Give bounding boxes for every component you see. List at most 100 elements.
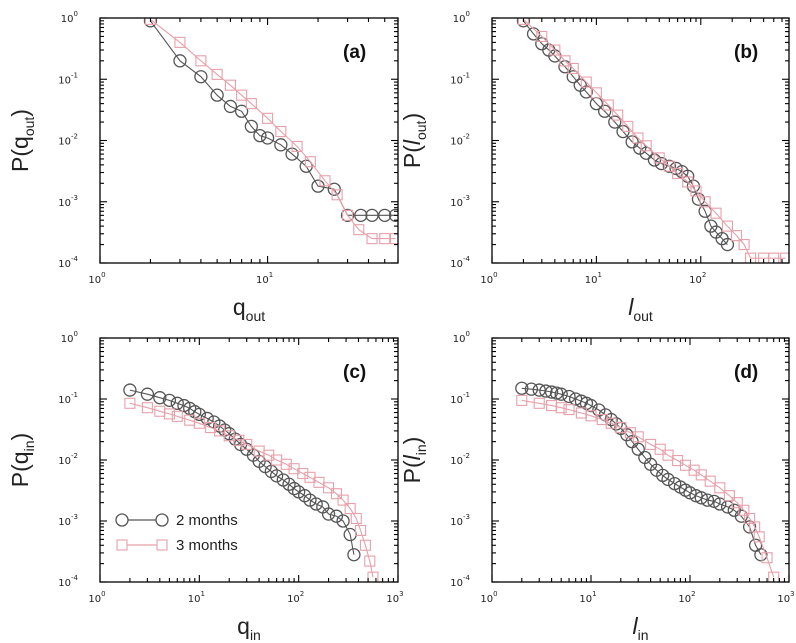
data-point: [244, 119, 258, 134]
legend-marker: [116, 539, 128, 551]
data-point: [330, 488, 342, 500]
data-point: [517, 18, 529, 25]
x-axis-title: qout: [233, 294, 265, 324]
data-point: [241, 438, 253, 450]
data-point: [224, 79, 236, 91]
data-point: [329, 509, 344, 523]
data-point: [563, 404, 575, 416]
data-point: [653, 152, 665, 164]
x-tick-label: 102: [689, 271, 706, 286]
series-3-months: [516, 394, 780, 582]
data-point: [663, 160, 675, 172]
data-point: [170, 396, 184, 410]
data-point: [223, 99, 238, 114]
y-axis-title: P(lin): [399, 437, 429, 484]
data-point: [123, 383, 137, 397]
data-point: [720, 237, 735, 252]
series-line: [522, 20, 728, 245]
data-point: [309, 497, 323, 511]
data-point: [631, 442, 645, 456]
data-point: [592, 403, 606, 417]
data-point: [355, 524, 367, 536]
legend-label: 2 months: [176, 512, 238, 529]
data-point: [388, 208, 398, 222]
y-tick-label: 10-1: [58, 391, 78, 406]
data-point: [378, 208, 392, 222]
legend-label: 3 months: [176, 537, 238, 554]
data-point: [516, 394, 528, 406]
data-point: [738, 239, 750, 251]
data-point: [559, 55, 571, 67]
data-point: [533, 397, 545, 409]
data-point: [163, 408, 175, 420]
data-point: [768, 571, 780, 582]
data-point: [366, 233, 378, 245]
data-point: [754, 548, 768, 562]
y-axis-title: P(qin): [7, 433, 37, 487]
data-point: [710, 207, 722, 219]
data-point: [515, 381, 529, 395]
data-point: [554, 387, 568, 401]
data-point: [260, 131, 275, 145]
data-point: [721, 220, 733, 232]
data-point: [343, 527, 357, 542]
x-tick-label: 101: [579, 590, 596, 605]
data-point: [233, 434, 245, 446]
data-point: [624, 427, 636, 439]
data-point: [354, 208, 368, 222]
data-point: [584, 398, 598, 413]
data-point: [604, 412, 618, 427]
data-point: [174, 36, 186, 48]
data-point: [694, 491, 708, 505]
x-tick-label: 101: [188, 590, 205, 605]
data-point: [321, 507, 336, 521]
data-point: [365, 208, 379, 222]
series-3-months: [517, 18, 789, 263]
data-point: [761, 552, 773, 564]
series-2-months: [143, 18, 398, 222]
data-point: [280, 458, 292, 470]
data-point: [532, 383, 546, 397]
series-2-months: [123, 383, 361, 562]
y-tick-label: 10-1: [450, 391, 470, 406]
panel-label: (c): [343, 362, 366, 383]
data-point: [192, 407, 206, 422]
panel-d: 100 101 102 103 10-4 10-3 10-2 10-1 100 (d) lin P(l…: [399, 330, 795, 643]
data-point: [262, 112, 274, 124]
data-point: [367, 571, 379, 582]
y-tick-label: 10-1: [450, 71, 470, 86]
x-axis-title: lout: [628, 294, 653, 324]
y-tick-label: 10-4: [450, 255, 470, 270]
data-point: [379, 233, 391, 245]
y-tick-label: 100: [453, 330, 470, 345]
legend: 2 months 3 months: [115, 512, 238, 554]
data-point: [274, 138, 288, 152]
y-tick-label: 10-2: [450, 452, 470, 467]
data-point: [319, 175, 331, 187]
data-point: [585, 410, 597, 422]
y-tick-label: 10-3: [450, 513, 470, 528]
y-axis-title: P(qout): [7, 109, 37, 172]
data-point: [171, 410, 183, 422]
data-point: [738, 504, 750, 516]
data-point: [193, 417, 205, 429]
data-point: [304, 156, 316, 168]
data-point: [632, 132, 644, 144]
data-point: [602, 99, 614, 111]
data-point: [704, 475, 716, 487]
y-tick-label: 10-2: [58, 133, 78, 148]
data-point: [275, 125, 287, 138]
series-3-months: [144, 18, 398, 245]
y-tick-label: 10-1: [58, 71, 78, 86]
data-point: [730, 230, 743, 242]
data-point: [700, 493, 715, 507]
data-point: [654, 443, 666, 455]
data-point: [140, 387, 155, 401]
data-point: [536, 30, 548, 42]
y-tick-label: 10-4: [450, 574, 470, 589]
data-point: [550, 386, 564, 400]
data-point: [555, 402, 567, 414]
y-tick-label: 10-3: [450, 194, 470, 209]
x-tick-label: 100: [480, 590, 497, 605]
data-point: [253, 129, 267, 143]
